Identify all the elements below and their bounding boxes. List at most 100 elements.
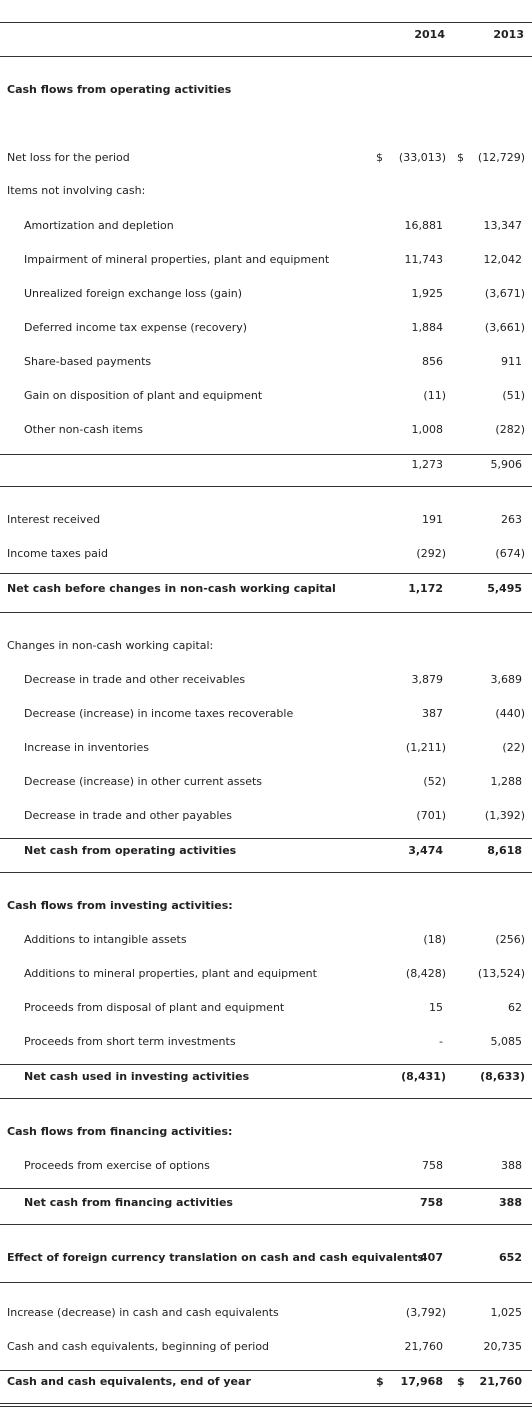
cell-value: (8,428) (405, 967, 446, 980)
row-label: Items not involving cash: (7, 184, 146, 197)
cell-value: 3,879 (411, 673, 444, 686)
cell-value: 62 (508, 1001, 522, 1014)
row-label: Net loss for the period (7, 151, 130, 164)
currency-symbol: $ (376, 1375, 384, 1388)
cell-value: 263 (501, 513, 522, 526)
cell-value: (292) (416, 547, 446, 560)
cell-value: 758 (422, 1159, 443, 1172)
rule (0, 56, 532, 57)
cell-value: 3,474 (408, 844, 443, 857)
rule (0, 1224, 532, 1225)
rule (0, 1098, 532, 1099)
cell-value: 5,495 (487, 582, 522, 595)
rule (0, 1406, 532, 1407)
row-label: Deferred income tax expense (recovery) (24, 321, 248, 334)
currency-symbol: $ (457, 1375, 465, 1388)
row-label: Cash flows from financing activities: (7, 1125, 233, 1138)
row-label: Cash and cash equivalents, end of year (7, 1375, 251, 1388)
currency-symbol: $ (457, 151, 464, 164)
cell-value: 11,743 (404, 253, 444, 266)
cell-value: (13,524) (477, 967, 525, 980)
cell-value: 911 (501, 355, 522, 368)
row-label: Effect of foreign currency translation o… (7, 1251, 425, 1264)
cell-value: (33,013) (398, 151, 446, 164)
cell-value: 8,618 (487, 844, 522, 857)
cell-value: (12,729) (477, 151, 525, 164)
row-label: Interest received (7, 513, 101, 526)
cell-value: (282) (495, 423, 525, 436)
row-label: Income taxes paid (7, 547, 108, 560)
cell-value: 387 (422, 707, 443, 720)
row-label: Proceeds from exercise of options (24, 1159, 210, 1172)
row-label: Decrease (increase) in income taxes reco… (24, 707, 294, 720)
cell-value: (440) (495, 707, 525, 720)
cell-value: 5,906 (490, 458, 523, 471)
currency-symbol: $ (376, 151, 383, 164)
cell-value: 1,008 (411, 423, 444, 436)
cell-value: (1,211) (405, 741, 446, 754)
row-label: Additions to intangible assets (24, 933, 187, 946)
row-label: Other non-cash items (24, 423, 143, 436)
cell-value: 5,085 (490, 1035, 523, 1048)
row-label: Decrease in trade and other receivables (24, 673, 246, 686)
cell-value: (18) (423, 933, 446, 946)
rule (0, 872, 532, 873)
cell-value: (11) (423, 389, 446, 402)
cell-value: (8,633) (480, 1070, 525, 1083)
cell-value: 1,273 (411, 458, 444, 471)
cell-value: 13,347 (483, 219, 523, 232)
rule (0, 573, 532, 574)
cell-value: 15 (429, 1001, 443, 1014)
row-label: Proceeds from short term investments (24, 1035, 236, 1048)
cell-value: (8,431) (401, 1070, 446, 1083)
column-header: 2013 (493, 28, 524, 41)
cell-value: 1,884 (411, 321, 444, 334)
cell-value: 21,760 (404, 1340, 444, 1353)
cell-value: (3,792) (405, 1306, 446, 1319)
cell-value: (674) (495, 547, 525, 560)
cell-value: - (439, 1035, 443, 1048)
row-label: Amortization and depletion (24, 219, 174, 232)
cell-value: 21,760 (479, 1375, 522, 1388)
rule (0, 1188, 532, 1189)
row-label: Impairment of mineral properties, plant … (24, 253, 330, 266)
row-label: Unrealized foreign exchange loss (gain) (24, 287, 243, 300)
cell-value: 388 (499, 1196, 522, 1209)
row-label: Decrease in trade and other payables (24, 809, 232, 822)
cell-value: (51) (502, 389, 525, 402)
cell-value: (3,671) (484, 287, 525, 300)
column-header: 2014 (414, 28, 445, 41)
row-label: Increase (decrease) in cash and cash equ… (7, 1306, 279, 1319)
row-label: Gain on disposition of plant and equipme… (24, 389, 263, 402)
cell-value: 1,172 (408, 582, 443, 595)
rule (0, 1282, 532, 1283)
cell-value: (1,392) (484, 809, 525, 822)
cell-value: 1,025 (490, 1306, 523, 1319)
cell-value: (701) (416, 809, 446, 822)
row-label: Net cash used in investing activities (24, 1070, 250, 1083)
cell-value: 16,881 (404, 219, 444, 232)
row-label: Net cash from operating activities (24, 844, 237, 857)
cell-value: 652 (499, 1251, 522, 1264)
rule (0, 22, 532, 23)
rule (0, 838, 532, 839)
rule (0, 1064, 532, 1065)
cell-value: 856 (422, 355, 443, 368)
row-label: Cash flows from investing activities: (7, 899, 233, 912)
row-label: Proceeds from disposal of plant and equi… (24, 1001, 285, 1014)
cell-value: 12,042 (483, 253, 523, 266)
row-label: Increase in inventories (24, 741, 149, 754)
rule (0, 454, 532, 455)
row-label: Changes in non-cash working capital: (7, 639, 214, 652)
cell-value: 17,968 (400, 1375, 443, 1388)
row-label: Share-based payments (24, 355, 152, 368)
rule (0, 612, 532, 613)
cell-value: 1,925 (411, 287, 444, 300)
cell-value: 1,288 (490, 775, 523, 788)
cell-value: 758 (420, 1196, 443, 1209)
row-label: Net cash before changes in non-cash work… (7, 582, 336, 595)
cell-value: 388 (501, 1159, 522, 1172)
cell-value: 3,689 (490, 673, 523, 686)
cell-value: 20,735 (483, 1340, 523, 1353)
